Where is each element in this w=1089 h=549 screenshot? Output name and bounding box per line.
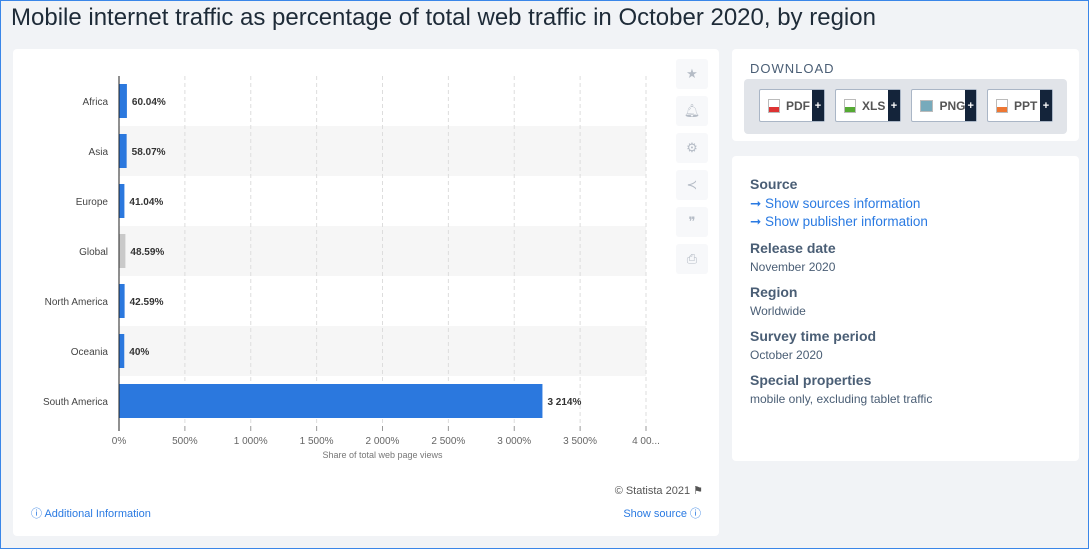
xls-label: XLS — [862, 98, 886, 113]
category-label: Africa — [82, 97, 108, 108]
x-tick-label: 2 000% — [366, 436, 400, 447]
plus-icon[interactable]: + — [888, 90, 900, 121]
png-icon — [920, 99, 934, 112]
pdf-label: PDF — [786, 98, 810, 113]
x-axis-title: Share of total web page views — [322, 450, 443, 460]
plus-icon[interactable]: + — [812, 90, 824, 121]
category-label: South America — [43, 397, 108, 408]
data-label: 42.59% — [130, 297, 164, 308]
download-ppt-button[interactable]: PPT + — [987, 89, 1053, 122]
region: Worldwide — [750, 304, 806, 318]
x-tick-label: 2 500% — [431, 436, 465, 447]
bar — [119, 134, 127, 168]
quote-icon[interactable]: ❞ — [676, 207, 708, 237]
x-tick-label: 500% — [172, 436, 198, 447]
show-sources-link[interactable]: ➞ Show sources information — [750, 196, 921, 211]
release-date-heading: Release date — [750, 240, 836, 256]
print-icon[interactable]: ⎙ — [676, 244, 708, 274]
x-tick-label: 4 00... — [632, 436, 660, 447]
x-tick-label: 3 000% — [497, 436, 531, 447]
plus-icon[interactable]: + — [1040, 90, 1052, 121]
download-panel: DOWNLOAD PDF + XLS + PNG + PPT + — [732, 49, 1079, 141]
download-pdf-button[interactable]: PDF + — [759, 89, 825, 122]
special-properties: mobile only, excluding tablet traffic — [750, 392, 933, 406]
plus-icon[interactable]: + — [965, 90, 976, 121]
show-source-link[interactable]: Show source ⓘ — [623, 505, 701, 521]
bar — [119, 234, 126, 268]
info-panel: Source ➞ Show sources information ➞ Show… — [732, 156, 1079, 461]
bar — [119, 84, 127, 118]
download-xls-button[interactable]: XLS + — [835, 89, 901, 122]
category-label: Global — [79, 247, 108, 258]
ppt-icon — [996, 98, 1008, 113]
download-title: DOWNLOAD — [750, 61, 835, 76]
gear-icon[interactable]: ⚙ — [676, 133, 708, 163]
release-date: November 2020 — [750, 260, 836, 274]
png-label: PNG — [939, 98, 966, 113]
data-label: 40% — [129, 347, 149, 358]
data-label: 41.04% — [129, 197, 163, 208]
bar — [119, 334, 125, 368]
info-icon: ⓘ — [31, 508, 42, 520]
special-heading: Special properties — [750, 372, 872, 388]
data-label: 3 214% — [547, 397, 581, 408]
category-label: Europe — [76, 197, 109, 208]
chart-tools: ★ 🔔︎ ⚙ ≺ ❞ ⎙ — [676, 59, 708, 281]
flag-icon[interactable]: ⚑ — [693, 485, 703, 497]
star-icon[interactable]: ★ — [676, 59, 708, 89]
pdf-icon — [768, 98, 780, 113]
survey-heading: Survey time period — [750, 328, 877, 344]
bar — [119, 384, 543, 418]
bar-chart: 0% 500% 1 000% 1 500% 2 000% 2 500% 3 000% 3 50… — [43, 76, 660, 460]
data-label: 60.04% — [132, 97, 166, 108]
category-label: Oceania — [71, 347, 109, 358]
data-label: 58.07% — [132, 147, 166, 158]
xls-icon — [844, 98, 856, 113]
bell-icon[interactable]: 🔔︎ — [676, 96, 708, 126]
bar — [119, 284, 125, 318]
x-tick-label: 3 500% — [563, 436, 597, 447]
bar — [119, 184, 125, 218]
category-label: North America — [45, 297, 109, 308]
info-icon: ⓘ — [690, 508, 701, 520]
statista-credit: © Statista 2021 — [614, 485, 691, 497]
survey-period: October 2020 — [750, 348, 823, 362]
region-heading: Region — [750, 284, 798, 300]
additional-info-link[interactable]: ⓘ Additional Information — [31, 505, 151, 521]
show-publisher-link[interactable]: ➞ Show publisher information — [750, 214, 928, 229]
x-tick-label: 1 500% — [300, 436, 334, 447]
source-heading: Source — [750, 176, 798, 192]
category-label: Asia — [89, 147, 109, 158]
page-title: Mobile internet traffic as percentage of… — [11, 4, 876, 31]
chart-panel: 0% 500% 1 000% 1 500% 2 000% 2 500% 3 000% 3 50… — [13, 49, 719, 536]
ppt-label: PPT — [1014, 98, 1038, 113]
x-tick-label: 1 000% — [234, 436, 268, 447]
additional-info-label: Additional Information — [44, 508, 151, 520]
show-source-label: Show source — [623, 508, 687, 520]
x-tick-label: 0% — [112, 436, 127, 447]
download-png-button[interactable]: PNG + — [911, 89, 977, 122]
data-label: 48.59% — [130, 247, 164, 258]
share-icon[interactable]: ≺ — [676, 170, 708, 200]
